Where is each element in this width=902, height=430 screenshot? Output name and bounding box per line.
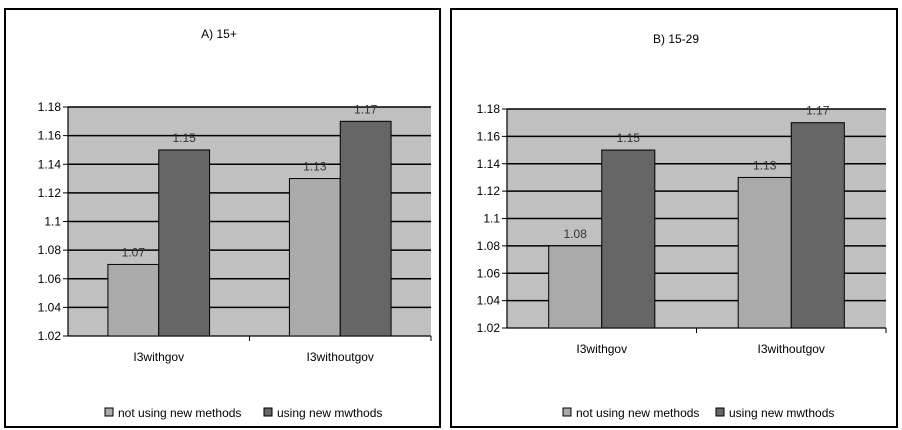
y-tick-label: 1.02 [477, 321, 501, 335]
legend-swatch [263, 407, 273, 417]
bar-not-using-i3withgov [107, 263, 160, 337]
y-tick-label: 1.08 [38, 243, 62, 257]
y-tick-label: 1.06 [38, 272, 62, 286]
data-label: 1.15 [172, 131, 196, 145]
chart-panel-b: B) 15-29 1.02 1.04 1.06 1.08 1.1 1.12 1.14 1.16 1… [450, 8, 898, 428]
y-tick-label: 1.08 [477, 239, 501, 253]
bar-using-i3withgov [158, 149, 211, 337]
cropped-caption-strip [0, 0, 902, 7]
data-label: 1.15 [617, 131, 641, 145]
data-label: 1.07 [122, 245, 146, 259]
data-label: 1.17 [806, 104, 830, 118]
y-tick-label: 1.18 [477, 102, 501, 116]
legend-label: not using new methods [576, 406, 699, 420]
y-tick-label: 1.18 [38, 100, 62, 114]
category-label: I3withgov [576, 342, 627, 356]
bar-using-i3withgov [601, 149, 656, 329]
data-label: 1.13 [303, 160, 327, 174]
legend-label: using new mwthods [277, 406, 382, 420]
chart-b-svg: B) 15-29 1.02 1.04 1.06 1.08 1.1 1.12 1.14 1.16 1… [477, 32, 887, 420]
legend-swatch [715, 407, 725, 417]
bar-not-using-i3withoutgov [288, 178, 341, 337]
y-tick-label: 1.1 [44, 215, 61, 229]
category-label: I3withgov [133, 350, 184, 364]
legend-label: not using new methods [118, 406, 241, 420]
bar-using-i3withoutgov [790, 122, 845, 329]
category-label: I3withoutgov [758, 342, 825, 356]
category-label: I3withoutgov [307, 350, 374, 364]
y-tick-label: 1.02 [38, 329, 62, 343]
bar-using-i3withoutgov [339, 120, 392, 337]
data-label: 1.13 [753, 158, 777, 172]
chart-title: A) 15+ [201, 27, 237, 41]
y-tick-label: 1.14 [38, 157, 62, 171]
bar-not-using-i3withoutgov [737, 176, 792, 329]
data-label: 1.08 [564, 227, 588, 241]
y-tick-label: 1.04 [38, 300, 62, 314]
chart-panel-a: A) 15+ 1.02 1.04 1.06 1.08 1.1 1.12 1.14 1.16 1.1… [4, 8, 441, 428]
chart-a-svg: A) 15+ 1.02 1.04 1.06 1.08 1.1 1.12 1.14 1.16 1.1… [38, 27, 432, 420]
y-tick-label: 1.1 [483, 212, 500, 226]
y-tick-label: 1.14 [477, 157, 501, 171]
bar-not-using-i3withgov [548, 245, 603, 329]
data-label: 1.17 [354, 102, 378, 116]
y-tick-label: 1.06 [477, 266, 501, 280]
y-tick-label: 1.04 [477, 294, 501, 308]
y-tick-label: 1.12 [477, 184, 501, 198]
legend-swatch [104, 407, 114, 417]
chart-title: B) 15-29 [653, 32, 699, 46]
legend-label: using new mwthods [729, 406, 834, 420]
y-tick-label: 1.12 [38, 186, 62, 200]
y-tick-label: 1.16 [38, 129, 62, 143]
legend-swatch [562, 407, 572, 417]
y-tick-label: 1.16 [477, 129, 501, 143]
